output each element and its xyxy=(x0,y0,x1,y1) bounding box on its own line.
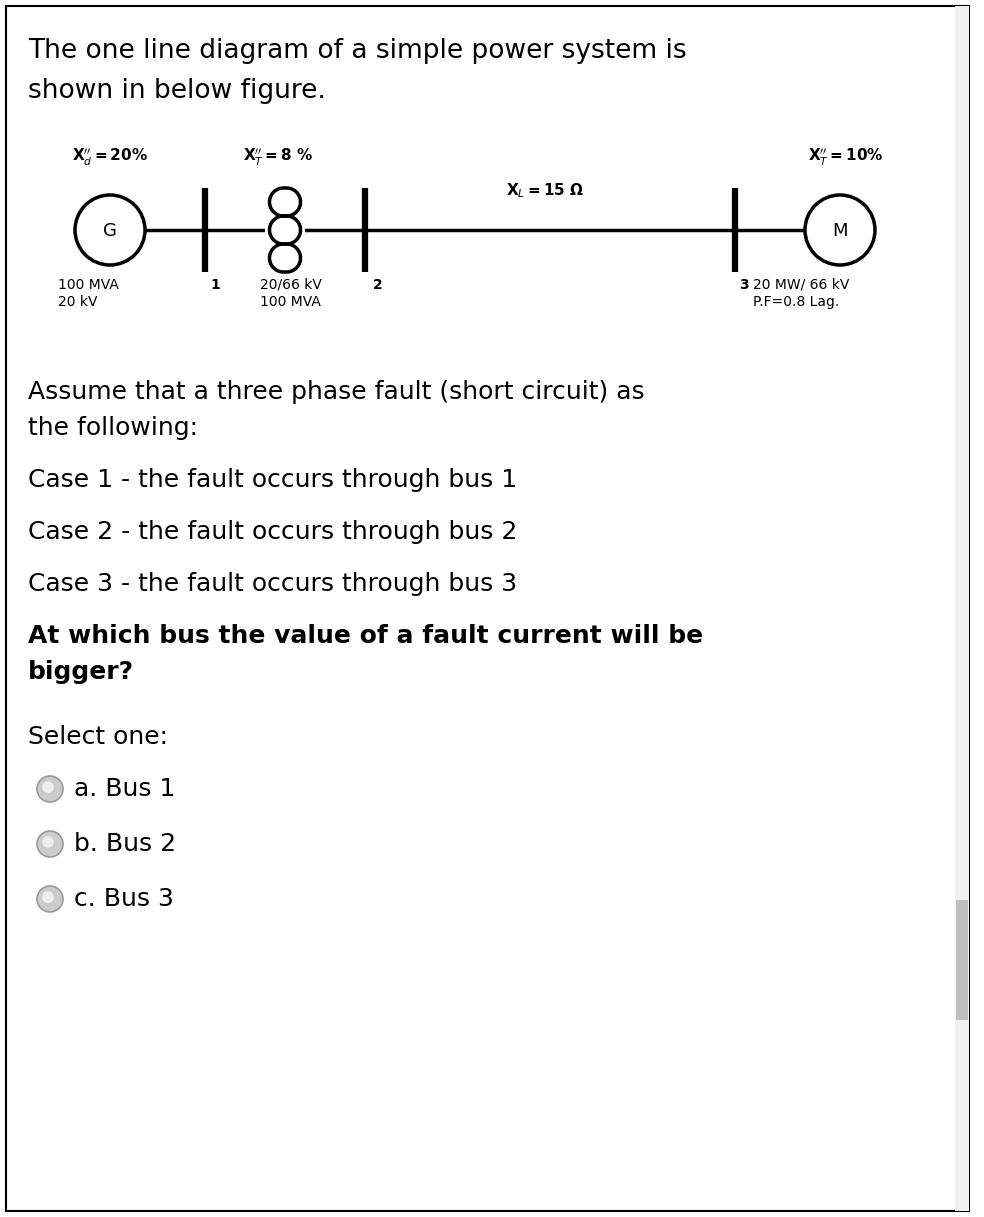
Text: $\mathbf{X}_L$$\mathbf{= 15\ \Omega}$: $\mathbf{X}_L$$\mathbf{= 15\ \Omega}$ xyxy=(506,181,584,200)
Text: $\mathbf{X}_d''$$\mathbf{= 20\%}$: $\mathbf{X}_d''$$\mathbf{= 20\%}$ xyxy=(72,147,148,168)
Text: The one line diagram of a simple power system is: The one line diagram of a simple power s… xyxy=(28,38,687,65)
Text: Case 1 - the fault occurs through bus 1: Case 1 - the fault occurs through bus 1 xyxy=(28,469,518,492)
Text: a. Bus 1: a. Bus 1 xyxy=(74,776,175,801)
Text: 20 MW/ 66 kV: 20 MW/ 66 kV xyxy=(753,277,849,292)
Text: Assume that a three phase fault (short circuit) as: Assume that a three phase fault (short c… xyxy=(28,380,645,404)
Text: $\mathbf{X}_T''$$\mathbf{=10\%}$: $\mathbf{X}_T''$$\mathbf{=10\%}$ xyxy=(808,147,884,168)
Circle shape xyxy=(42,891,54,903)
Text: 2: 2 xyxy=(373,277,383,292)
Circle shape xyxy=(37,776,63,802)
FancyBboxPatch shape xyxy=(265,228,305,232)
Text: b. Bus 2: b. Bus 2 xyxy=(74,832,176,856)
Text: 20/66 kV: 20/66 kV xyxy=(260,277,322,292)
Text: M: M xyxy=(832,221,848,240)
Text: 100 MVA: 100 MVA xyxy=(58,277,119,292)
Text: P.F=0.8 Lag.: P.F=0.8 Lag. xyxy=(753,295,839,309)
Text: 1: 1 xyxy=(210,277,219,292)
Text: Select one:: Select one: xyxy=(28,725,168,748)
FancyBboxPatch shape xyxy=(6,6,969,1211)
Text: $\mathbf{X}_T''$$\mathbf{= 8\ \%}$: $\mathbf{X}_T''$$\mathbf{= 8\ \%}$ xyxy=(243,147,313,168)
Text: Case 3 - the fault occurs through bus 3: Case 3 - the fault occurs through bus 3 xyxy=(28,572,518,596)
Text: c. Bus 3: c. Bus 3 xyxy=(74,887,174,912)
Text: 100 MVA: 100 MVA xyxy=(260,295,321,309)
Text: shown in below figure.: shown in below figure. xyxy=(28,78,326,103)
Circle shape xyxy=(42,781,54,792)
Circle shape xyxy=(805,195,875,265)
FancyBboxPatch shape xyxy=(956,901,968,1020)
Circle shape xyxy=(37,831,63,857)
Circle shape xyxy=(75,195,145,265)
Text: the following:: the following: xyxy=(28,416,198,441)
Text: Case 2 - the fault occurs through bus 2: Case 2 - the fault occurs through bus 2 xyxy=(28,520,518,544)
Text: 3: 3 xyxy=(739,277,749,292)
FancyBboxPatch shape xyxy=(955,6,969,1211)
Text: At which bus the value of a fault current will be: At which bus the value of a fault curren… xyxy=(28,624,704,647)
Circle shape xyxy=(42,836,54,848)
Text: G: G xyxy=(103,221,117,240)
Text: bigger?: bigger? xyxy=(28,660,134,684)
Text: 20 kV: 20 kV xyxy=(58,295,97,309)
Circle shape xyxy=(37,886,63,912)
